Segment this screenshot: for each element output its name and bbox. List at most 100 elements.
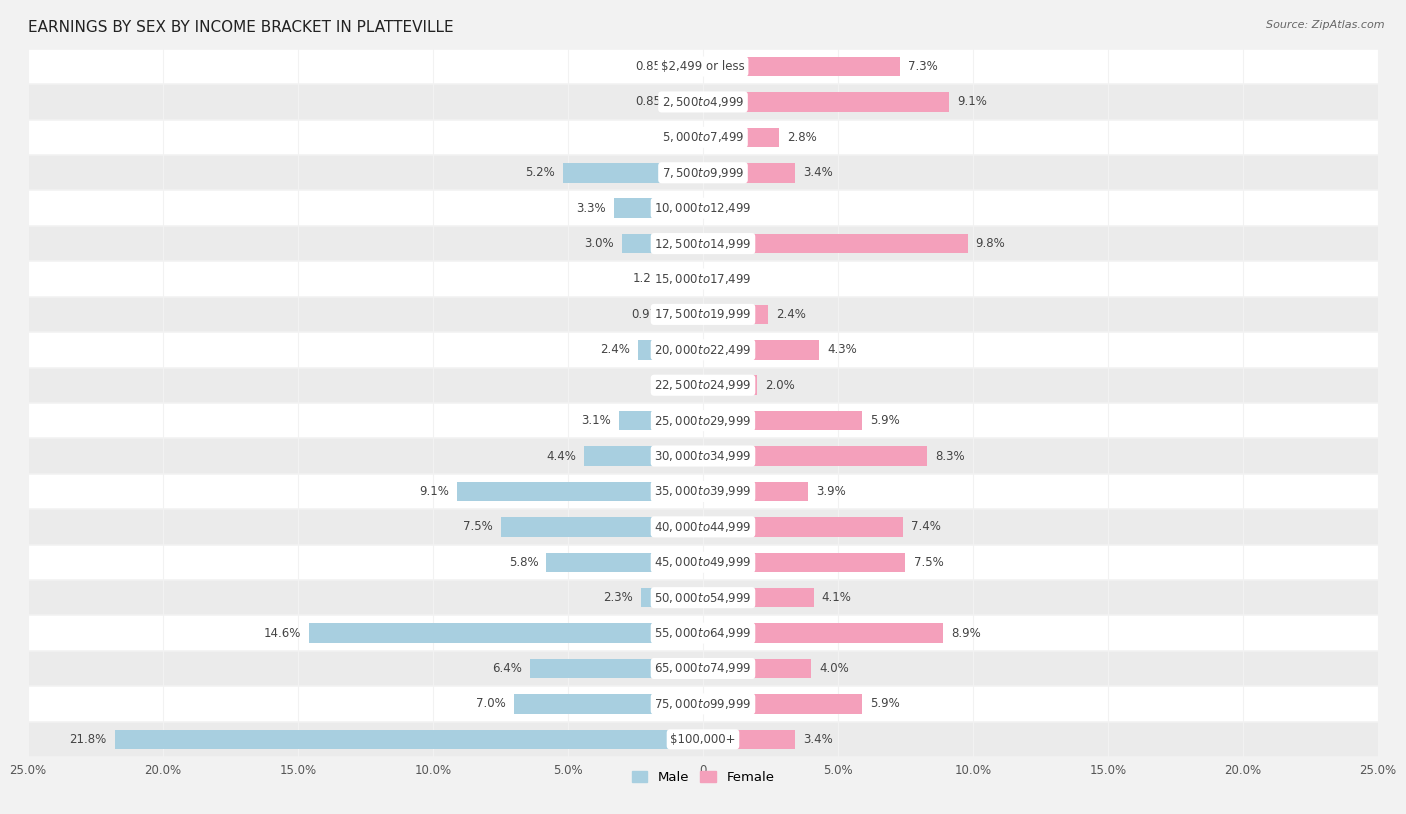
Text: 0.85%: 0.85% <box>636 95 672 108</box>
Text: 1.2%: 1.2% <box>633 273 662 286</box>
Text: 0.0%: 0.0% <box>665 131 695 144</box>
Text: 3.9%: 3.9% <box>817 485 846 498</box>
Bar <box>703 163 794 182</box>
Text: $22,500 to $24,999: $22,500 to $24,999 <box>654 379 752 392</box>
Text: $65,000 to $74,999: $65,000 to $74,999 <box>654 662 752 676</box>
Text: 8.3%: 8.3% <box>935 449 965 462</box>
Bar <box>28 438 1378 474</box>
Bar <box>28 84 1378 120</box>
Text: $2,499 or less: $2,499 or less <box>661 60 745 73</box>
Bar <box>28 120 1378 155</box>
Text: EARNINGS BY SEX BY INCOME BRACKET IN PLATTEVILLE: EARNINGS BY SEX BY INCOME BRACKET IN PLA… <box>28 20 454 35</box>
Bar <box>114 729 703 749</box>
Bar <box>671 269 703 289</box>
Text: 2.3%: 2.3% <box>603 591 633 604</box>
Text: $30,000 to $34,999: $30,000 to $34,999 <box>654 449 752 463</box>
Bar <box>309 624 703 643</box>
Bar <box>562 163 703 182</box>
Bar <box>28 580 1378 615</box>
Text: 2.4%: 2.4% <box>776 308 806 321</box>
Bar <box>703 57 900 77</box>
Text: 2.8%: 2.8% <box>787 131 817 144</box>
Bar <box>638 340 703 360</box>
Text: $7,500 to $9,999: $7,500 to $9,999 <box>662 166 744 180</box>
Bar <box>547 553 703 572</box>
Text: 3.4%: 3.4% <box>803 166 832 179</box>
Bar <box>28 190 1378 225</box>
Bar <box>614 199 703 218</box>
Bar <box>703 517 903 536</box>
Bar <box>703 375 756 395</box>
Text: 3.0%: 3.0% <box>585 237 614 250</box>
Bar <box>676 304 703 324</box>
Text: 3.3%: 3.3% <box>576 202 606 215</box>
Text: $35,000 to $39,999: $35,000 to $39,999 <box>654 484 752 498</box>
Bar <box>619 411 703 431</box>
Text: 3.1%: 3.1% <box>582 414 612 427</box>
Bar <box>28 403 1378 438</box>
Bar <box>696 375 703 395</box>
Text: $25,000 to $29,999: $25,000 to $29,999 <box>654 414 752 427</box>
Text: 7.4%: 7.4% <box>911 520 941 533</box>
Bar <box>28 615 1378 650</box>
Bar <box>703 624 943 643</box>
Text: 0.0%: 0.0% <box>711 202 741 215</box>
Text: 14.6%: 14.6% <box>263 627 301 640</box>
Bar <box>28 155 1378 190</box>
Text: 5.2%: 5.2% <box>524 166 554 179</box>
Text: 21.8%: 21.8% <box>69 733 107 746</box>
Text: 0.97%: 0.97% <box>631 308 669 321</box>
Text: $75,000 to $99,999: $75,000 to $99,999 <box>654 697 752 711</box>
Text: 0.85%: 0.85% <box>636 60 672 73</box>
Text: 0.0%: 0.0% <box>711 273 741 286</box>
Bar <box>703 482 808 501</box>
Bar <box>28 49 1378 84</box>
Text: 8.9%: 8.9% <box>952 627 981 640</box>
Bar <box>28 474 1378 510</box>
Text: 4.4%: 4.4% <box>547 449 576 462</box>
Bar <box>501 517 703 536</box>
Bar <box>703 234 967 253</box>
Text: 7.3%: 7.3% <box>908 60 938 73</box>
Text: $2,500 to $4,999: $2,500 to $4,999 <box>662 95 744 109</box>
Bar <box>703 128 779 147</box>
Text: 0.24%: 0.24% <box>651 379 689 392</box>
Bar <box>681 57 703 77</box>
Text: $45,000 to $49,999: $45,000 to $49,999 <box>654 555 752 569</box>
Bar <box>457 482 703 501</box>
Text: 7.0%: 7.0% <box>477 698 506 711</box>
Text: 4.0%: 4.0% <box>820 662 849 675</box>
Bar <box>621 234 703 253</box>
Bar <box>703 446 927 466</box>
Text: 9.8%: 9.8% <box>976 237 1005 250</box>
Text: 4.3%: 4.3% <box>827 344 856 357</box>
Bar <box>703 729 794 749</box>
Bar <box>28 545 1378 580</box>
Text: $20,000 to $22,499: $20,000 to $22,499 <box>654 343 752 357</box>
Bar <box>28 650 1378 686</box>
Text: $50,000 to $54,999: $50,000 to $54,999 <box>654 591 752 605</box>
Bar <box>28 261 1378 296</box>
Text: $12,500 to $14,999: $12,500 to $14,999 <box>654 237 752 251</box>
Text: 6.4%: 6.4% <box>492 662 522 675</box>
Text: $100,000+: $100,000+ <box>671 733 735 746</box>
Text: 7.5%: 7.5% <box>914 556 943 569</box>
Bar <box>681 92 703 112</box>
Bar <box>28 510 1378 545</box>
Text: Source: ZipAtlas.com: Source: ZipAtlas.com <box>1267 20 1385 30</box>
Bar <box>703 694 862 714</box>
Text: 7.5%: 7.5% <box>463 520 492 533</box>
Text: 3.4%: 3.4% <box>803 733 832 746</box>
Bar <box>703 340 820 360</box>
Text: $55,000 to $64,999: $55,000 to $64,999 <box>654 626 752 640</box>
Bar <box>703 588 814 607</box>
Text: 9.1%: 9.1% <box>419 485 450 498</box>
Text: 5.9%: 5.9% <box>870 698 900 711</box>
Legend: Male, Female: Male, Female <box>626 765 780 790</box>
Bar <box>530 659 703 678</box>
Bar <box>703 659 811 678</box>
Bar <box>703 304 768 324</box>
Text: 2.0%: 2.0% <box>765 379 794 392</box>
Text: $15,000 to $17,499: $15,000 to $17,499 <box>654 272 752 286</box>
Bar <box>515 694 703 714</box>
